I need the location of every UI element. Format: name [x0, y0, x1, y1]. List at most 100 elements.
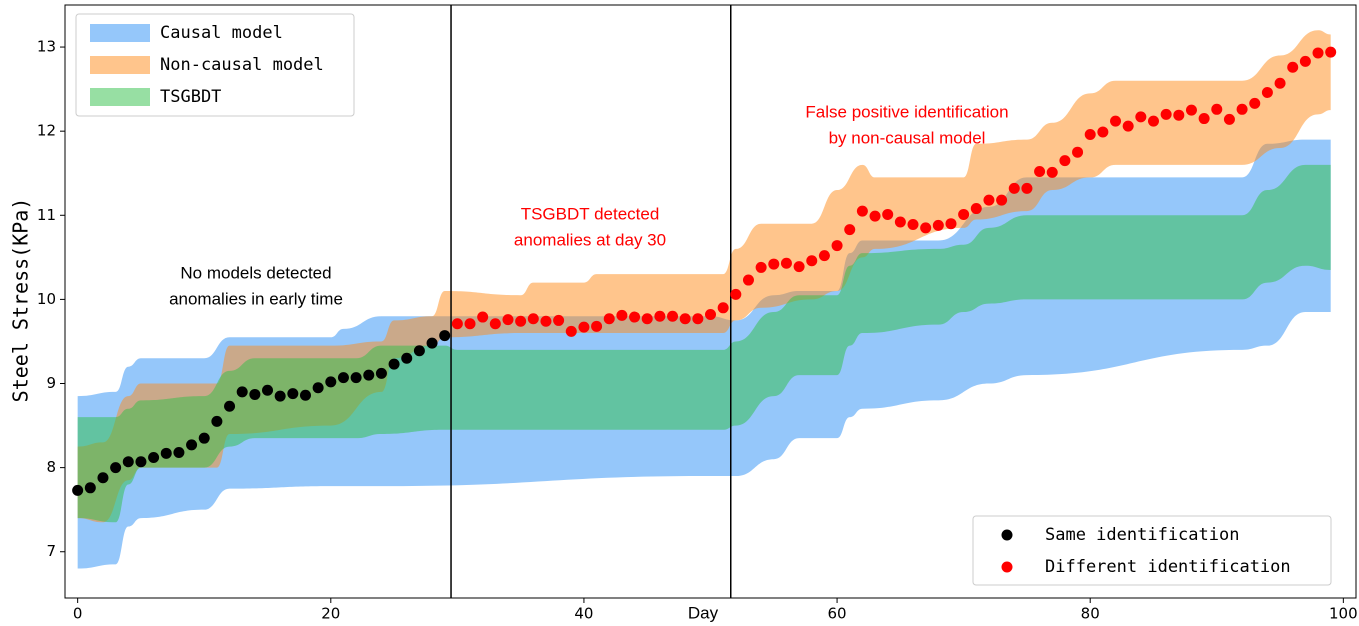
data-point — [527, 313, 539, 325]
data-point — [1223, 113, 1235, 125]
data-point — [641, 313, 653, 325]
data-point — [299, 389, 311, 401]
y-axis-label: Steel Stress(KPa) — [9, 198, 33, 403]
data-point — [1034, 166, 1046, 178]
data-point — [591, 320, 603, 332]
data-point — [1122, 120, 1134, 132]
data-point — [135, 456, 147, 468]
data-point — [730, 288, 742, 300]
data-point — [1021, 182, 1033, 194]
data-point — [1160, 108, 1172, 120]
data-point — [831, 240, 843, 252]
data-point — [1287, 61, 1299, 73]
data-point — [325, 376, 337, 388]
data-point — [224, 400, 236, 412]
data-point — [1147, 115, 1159, 127]
data-point — [477, 311, 489, 323]
data-point — [84, 482, 96, 494]
data-point — [1185, 104, 1197, 116]
legend-label: Causal model — [160, 23, 283, 43]
legend-label: Different identification — [1045, 557, 1291, 577]
data-point — [375, 367, 387, 379]
y-tick-label: 11 — [37, 206, 56, 224]
data-point — [818, 250, 830, 262]
y-tick-label: 9 — [46, 374, 56, 392]
data-point — [502, 314, 514, 326]
x-tick-label: 0 — [73, 605, 83, 623]
data-point — [755, 261, 767, 273]
data-point — [110, 462, 122, 474]
annotation: anomalies in early time — [169, 289, 343, 308]
data-point — [692, 313, 704, 325]
y-tick-label: 13 — [37, 38, 56, 56]
data-point — [856, 205, 868, 217]
data-point — [654, 310, 666, 322]
annotation: No models detected — [180, 263, 331, 282]
data-point — [148, 452, 160, 464]
data-point — [1211, 103, 1223, 115]
data-point — [464, 318, 476, 330]
data-point — [717, 302, 729, 314]
data-point — [1173, 109, 1185, 121]
data-point — [1110, 115, 1122, 127]
data-point — [679, 313, 691, 325]
data-point — [932, 219, 944, 231]
data-point — [793, 261, 805, 273]
x-tick-label: 60 — [828, 605, 847, 623]
legend-label: Non-causal model — [160, 55, 324, 75]
data-point — [742, 274, 754, 286]
legend-swatch — [90, 56, 150, 74]
data-point — [439, 330, 451, 342]
data-point — [920, 222, 932, 234]
data-point — [869, 210, 881, 222]
data-point — [1097, 126, 1109, 138]
data-point — [249, 388, 261, 400]
legend-swatch — [90, 88, 150, 106]
legend-label: TSGBDT — [160, 87, 221, 107]
data-point — [350, 372, 362, 384]
data-point — [780, 257, 792, 269]
data-point — [958, 208, 970, 220]
data-point — [540, 315, 552, 327]
data-point — [894, 216, 906, 228]
data-point — [1274, 77, 1286, 89]
y-tick-label: 10 — [37, 290, 56, 308]
data-point — [1325, 46, 1337, 58]
data-point — [312, 382, 324, 394]
data-point — [1249, 97, 1261, 109]
x-tick-label: 40 — [574, 605, 593, 623]
data-point — [211, 415, 223, 427]
data-point — [565, 325, 577, 337]
data-point — [363, 369, 375, 381]
data-point — [1084, 129, 1096, 141]
data-point — [768, 258, 780, 270]
data-point — [603, 313, 615, 325]
data-point — [274, 390, 286, 402]
data-point — [983, 194, 995, 206]
data-point — [287, 388, 299, 400]
data-point — [907, 219, 919, 231]
data-point — [1299, 55, 1311, 67]
data-point — [1198, 113, 1210, 125]
legend-label: Same identification — [1045, 525, 1239, 545]
legend-box — [972, 515, 1332, 586]
data-point — [1072, 146, 1084, 158]
band-area — [77, 30, 1331, 523]
annotation: False positive identification — [805, 102, 1008, 121]
data-point — [1236, 103, 1248, 115]
data-point — [1261, 86, 1273, 98]
annotation: TSGBDT detected — [521, 204, 660, 223]
data-point — [160, 447, 172, 459]
y-tick-label: 12 — [37, 122, 56, 140]
data-point — [616, 309, 628, 321]
data-point — [122, 456, 134, 468]
data-point — [236, 386, 248, 398]
data-point — [844, 224, 856, 236]
x-axis-label: Day — [688, 603, 719, 622]
data-point — [553, 314, 565, 326]
band-area — [77, 164, 1331, 523]
data-point — [97, 472, 109, 484]
data-point — [198, 432, 210, 444]
